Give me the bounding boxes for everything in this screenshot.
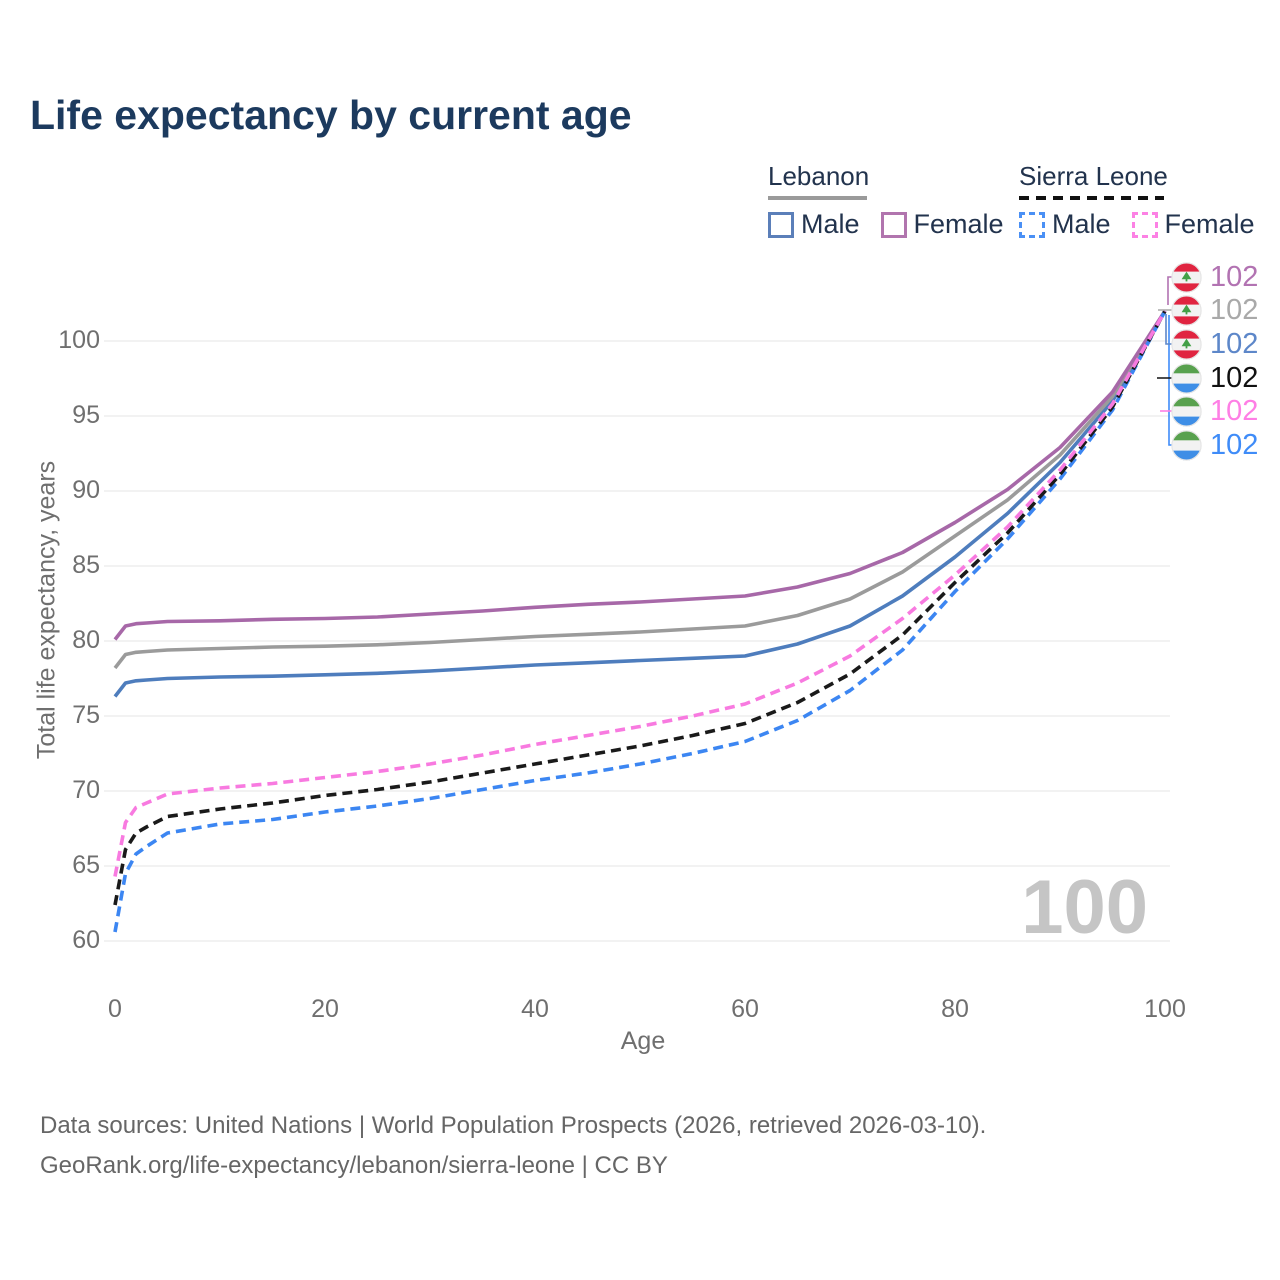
y-tick-65: 65 xyxy=(72,851,100,879)
series-line-sierra-leone-total[interactable] xyxy=(113,310,1167,906)
legend-swatch-icon xyxy=(1019,211,1045,238)
sierra-leone-flag-icon xyxy=(1171,362,1202,394)
legend-item-lebanon-female[interactable]: Female xyxy=(880,209,1004,240)
end-label-lebanon-male: 102 xyxy=(1171,328,1258,360)
lebanon-flag-icon xyxy=(1171,294,1202,326)
footer-attribution-line: GeoRank.org/life-expectancy/lebanon/sier… xyxy=(40,1152,668,1179)
legend-linestyle-sample xyxy=(1019,196,1164,200)
series-line-lebanon-total[interactable] xyxy=(113,310,1167,670)
y-tick-70: 70 xyxy=(72,776,100,804)
lebanon-flag-icon xyxy=(1171,328,1202,360)
series-line-sierra-leone-female[interactable] xyxy=(113,310,1167,877)
end-label-sierra-leone-male: 102 xyxy=(1171,429,1258,461)
x-tick-100: 100 xyxy=(1144,995,1186,1023)
x-tick-0: 0 xyxy=(108,995,122,1023)
series-line-lebanon-female[interactable] xyxy=(113,310,1167,641)
end-label-sierra-leone-female: 102 xyxy=(1171,395,1258,427)
y-tick-75: 75 xyxy=(72,701,100,729)
legend-item-label: Male xyxy=(1052,209,1111,239)
end-value: 102 xyxy=(1210,294,1259,326)
legend-item-lebanon-male[interactable]: Male xyxy=(768,209,860,240)
legend-swatch-icon xyxy=(768,211,794,238)
legend-swatch-icon xyxy=(1131,211,1158,238)
y-tick-80: 80 xyxy=(72,626,100,654)
lebanon-flag-icon xyxy=(1171,261,1202,293)
legend-item-label: Female xyxy=(1164,209,1255,239)
legend-country-name: Lebanon xyxy=(768,161,870,191)
legend-linestyle-sample xyxy=(768,196,867,200)
series-line-sierra-leone-male[interactable] xyxy=(113,310,1167,933)
legend-swatch-icon xyxy=(880,211,907,238)
y-tick-90: 90 xyxy=(72,476,100,504)
age-watermark: 100 xyxy=(1021,865,1148,950)
legend-item-label: Female xyxy=(913,209,1004,239)
series-line-lebanon-male[interactable] xyxy=(113,310,1167,698)
page-title: Life expectancy by current age xyxy=(30,92,632,138)
legend-item-sierra-leone-male[interactable]: Male xyxy=(1019,209,1111,240)
end-label-sierra-leone-both-sexes: 102 xyxy=(1171,362,1258,394)
end-label-lebanon-both-sexes: 102 xyxy=(1171,294,1258,326)
legend-group-lebanon: Lebanon Male Female xyxy=(768,161,1004,240)
x-tick-80: 80 xyxy=(941,995,969,1023)
y-tick-100: 100 xyxy=(58,326,100,354)
x-tick-60: 60 xyxy=(731,995,759,1023)
legend-item-label: Male xyxy=(801,209,860,239)
end-value: 102 xyxy=(1210,362,1259,394)
sierra-leone-flag-icon xyxy=(1171,395,1202,427)
x-tick-20: 20 xyxy=(311,995,339,1023)
legend-group-sierra-leone: Sierra Leone Male Female xyxy=(1019,161,1255,240)
footer-sources-line: Data sources: United Nations | World Pop… xyxy=(40,1112,987,1139)
y-tick-85: 85 xyxy=(72,551,100,579)
sierra-leone-flag-icon xyxy=(1171,429,1202,461)
end-value: 102 xyxy=(1210,328,1259,360)
legend-item-sierra-leone-female[interactable]: Female xyxy=(1131,209,1255,240)
y-axis-title: Total life expectancy, years xyxy=(32,460,61,760)
end-value: 102 xyxy=(1210,261,1259,293)
x-tick-40: 40 xyxy=(521,995,549,1023)
legend-country-name: Sierra Leone xyxy=(1019,161,1168,191)
x-axis-title: Age xyxy=(620,1027,666,1055)
footer: Data sources: United Nations | World Pop… xyxy=(40,1106,986,1186)
end-value: 102 xyxy=(1210,429,1259,461)
y-tick-60: 60 xyxy=(72,926,100,954)
end-label-lebanon-female: 102 xyxy=(1171,261,1258,293)
y-tick-95: 95 xyxy=(72,401,100,429)
end-value: 102 xyxy=(1210,395,1259,427)
